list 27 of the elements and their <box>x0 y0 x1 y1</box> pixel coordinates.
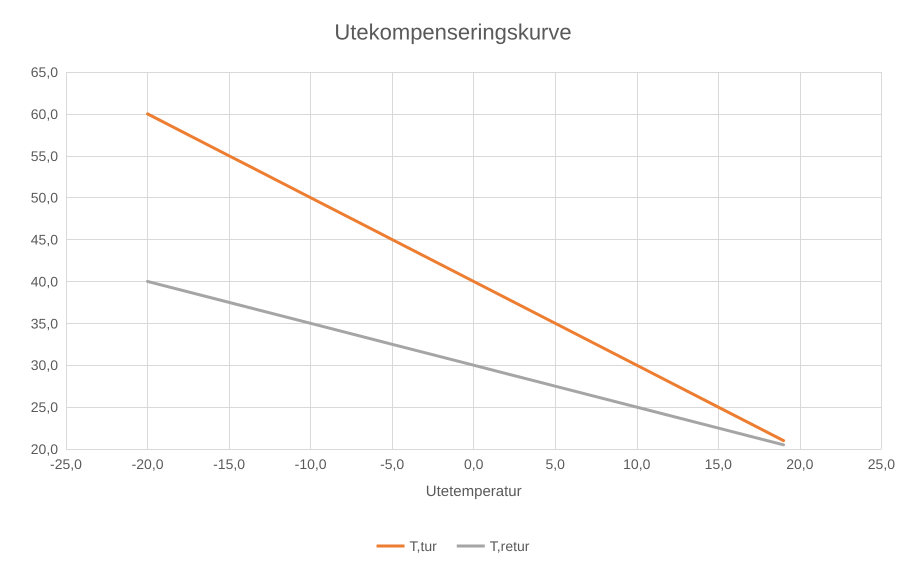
chart-title: Utekompenseringskurve <box>334 20 572 44</box>
x-tick-label: -15,0 <box>213 456 246 472</box>
x-tick-label: 20,0 <box>786 456 814 472</box>
x-tick-label: 5,0 <box>545 456 566 472</box>
y-tick-label: 30,0 <box>30 357 58 374</box>
x-tick-label: 10,0 <box>623 456 651 472</box>
x-axis-title: Utetemperatur <box>426 483 522 500</box>
y-tick-label: 50,0 <box>30 190 58 206</box>
x-tick-label: -10,0 <box>294 456 327 472</box>
y-tick-label: 65,0 <box>30 64 58 80</box>
y-tick-label: 20,0 <box>30 441 58 457</box>
y-tick-label: 55,0 <box>30 148 58 164</box>
y-tick-label: 35,0 <box>30 315 58 332</box>
legend-label: T,tur <box>410 538 438 554</box>
x-tick-label: 0,0 <box>464 456 484 472</box>
line-series <box>146 112 786 442</box>
y-tick-label: 45,0 <box>30 232 58 248</box>
y-tick-label: 25,0 <box>30 399 58 416</box>
y-tick-label: 60,0 <box>30 106 58 122</box>
x-tick-label: -5,0 <box>380 456 404 472</box>
x-tick-label: 25,0 <box>868 456 896 472</box>
x-tick-label: -25,0 <box>50 456 82 472</box>
x-tick-label: -20,0 <box>132 456 164 472</box>
line-series <box>146 280 786 446</box>
x-tick-label: 15,0 <box>704 456 732 472</box>
legend-label: T,retur <box>490 538 530 554</box>
y-tick-label: 40,0 <box>30 273 58 290</box>
